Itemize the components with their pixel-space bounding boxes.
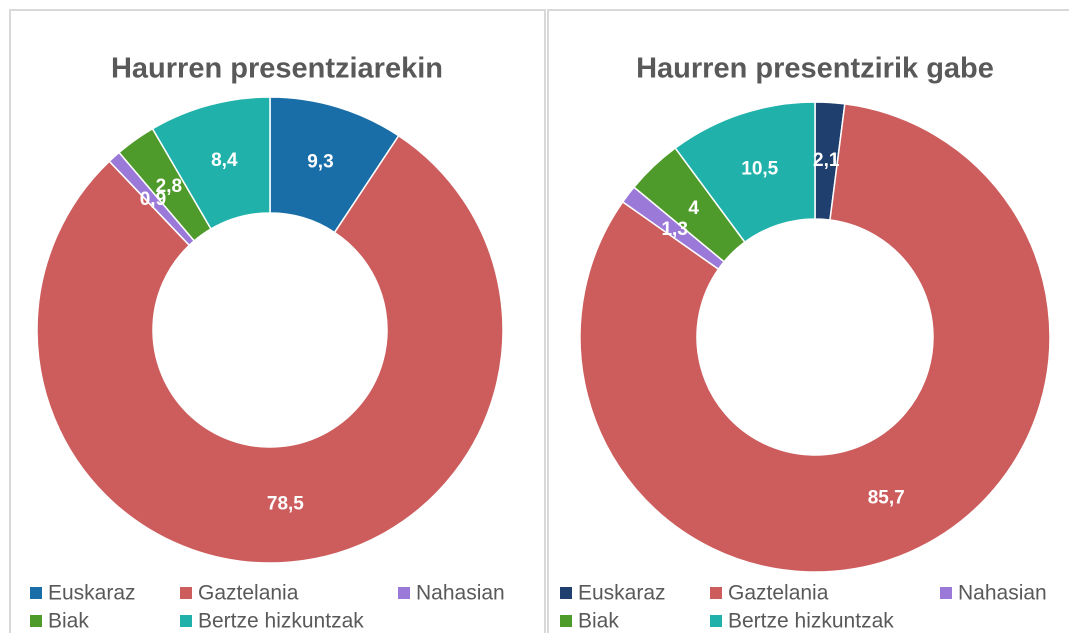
slice (151, 96, 271, 230)
legend-swatch (30, 587, 42, 599)
value-label: 8,4 (211, 150, 238, 171)
chart-title: Haurren presentziarekin (111, 53, 443, 85)
legend-label: Euskaraz (48, 582, 136, 605)
legend-label: Euskaraz (578, 582, 666, 605)
legend-swatch (560, 587, 572, 599)
value-label: 9,3 (307, 151, 333, 172)
legend-label: Gaztelania (728, 582, 829, 605)
value-label: 1,3 (661, 219, 687, 240)
value-label: 2,8 (156, 176, 182, 197)
legend-swatch (710, 587, 722, 599)
legend-swatch (940, 587, 952, 599)
legend-swatch (398, 587, 410, 599)
legend-label: Gaztelania (198, 582, 299, 605)
legend-label: Biak (48, 610, 89, 633)
legend-label: Bertze hizkuntzak (728, 610, 894, 633)
legend-swatch (30, 615, 42, 627)
value-label: 0,9 (140, 189, 166, 210)
legend-swatch (180, 615, 192, 627)
legend-swatch (560, 615, 572, 627)
slice (674, 101, 816, 244)
legend-label: Nahasian (416, 582, 505, 605)
value-label: 4 (688, 198, 699, 219)
legend-swatch (180, 587, 192, 599)
legend-label: Bertze hizkuntzak (198, 610, 364, 633)
legend-swatch (710, 615, 722, 627)
value-label: 2,1 (813, 150, 840, 171)
legend-label: Biak (578, 610, 619, 633)
value-label: 78,5 (267, 493, 304, 514)
slice (579, 103, 1051, 573)
value-label: 85,7 (868, 488, 905, 509)
slice (36, 134, 504, 564)
chart-title: Haurren presentzirik gabe (636, 53, 994, 85)
legend-label: Nahasian (958, 582, 1047, 605)
value-label: 10,5 (741, 158, 778, 179)
